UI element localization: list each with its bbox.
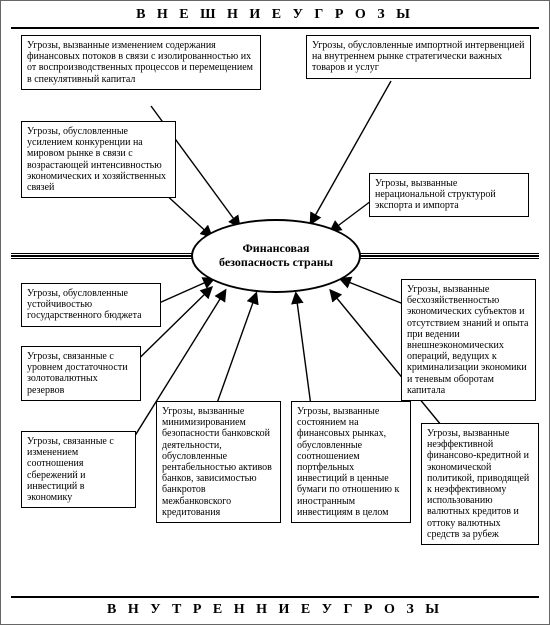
- box-ext4: Угрозы, вызванные нерациональной структу…: [369, 173, 529, 217]
- diagram-canvas: В Н Е Ш Н И Е У Г Р О З Ы Угрозы, вызван…: [0, 0, 550, 625]
- box-ext2: Угрозы, обусловленные импортной интервен…: [306, 35, 531, 79]
- center-label: Финансовая безопасность страны: [207, 242, 345, 270]
- box-int4: Угрозы, вызванные минимизированием безоп…: [156, 401, 281, 523]
- box-int1: Угрозы, обусловленные устойчивостью госу…: [21, 283, 161, 327]
- box-int2: Угрозы, связанные с уровнем достаточност…: [21, 346, 141, 401]
- box-int7: Угрозы, вызванные неэффективной финансов…: [421, 423, 539, 545]
- box-int5: Угрозы, вызванные состоянием на финансов…: [291, 401, 411, 523]
- box-int3: Угрозы, связанные с изменением соотношен…: [21, 431, 136, 508]
- external-threats-heading: В Н Е Ш Н И Е У Г Р О З Ы: [1, 7, 549, 23]
- box-ext1: Угрозы, вызванные изменением содержания …: [21, 35, 261, 90]
- bottom-rule: [11, 596, 539, 598]
- internal-threats-heading: В Н У Т Р Е Н Н И Е У Г Р О З Ы: [1, 602, 549, 618]
- center-node: Финансовая безопасность страны: [191, 219, 361, 293]
- top-rule: [11, 27, 539, 29]
- box-int6: Угрозы, вызванные бесхозяйственностью эк…: [401, 279, 536, 401]
- box-ext3: Угрозы, обусловленные усилением конкурен…: [21, 121, 176, 198]
